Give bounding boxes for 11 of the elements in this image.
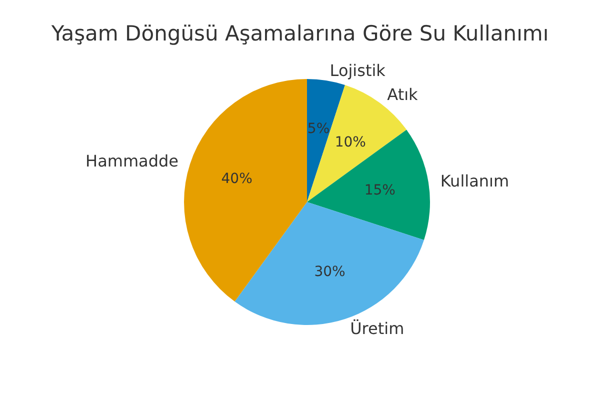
slice-label: Üretim — [350, 318, 404, 338]
data-label: 30% — [314, 264, 346, 280]
chart-title: Yaşam Döngüsü Aşamalarına Göre Su Kullanımı — [50, 22, 549, 46]
slice-label: Atık — [387, 84, 419, 104]
slice-label: Hammadde — [86, 151, 179, 170]
data-label: 5% — [307, 121, 330, 138]
data-label: 40% — [221, 171, 252, 188]
slice-label: Kullanım — [440, 172, 510, 191]
data-label: 10% — [334, 134, 366, 150]
data-label: 15% — [364, 182, 396, 198]
slice-label: Lojistik — [330, 61, 386, 80]
